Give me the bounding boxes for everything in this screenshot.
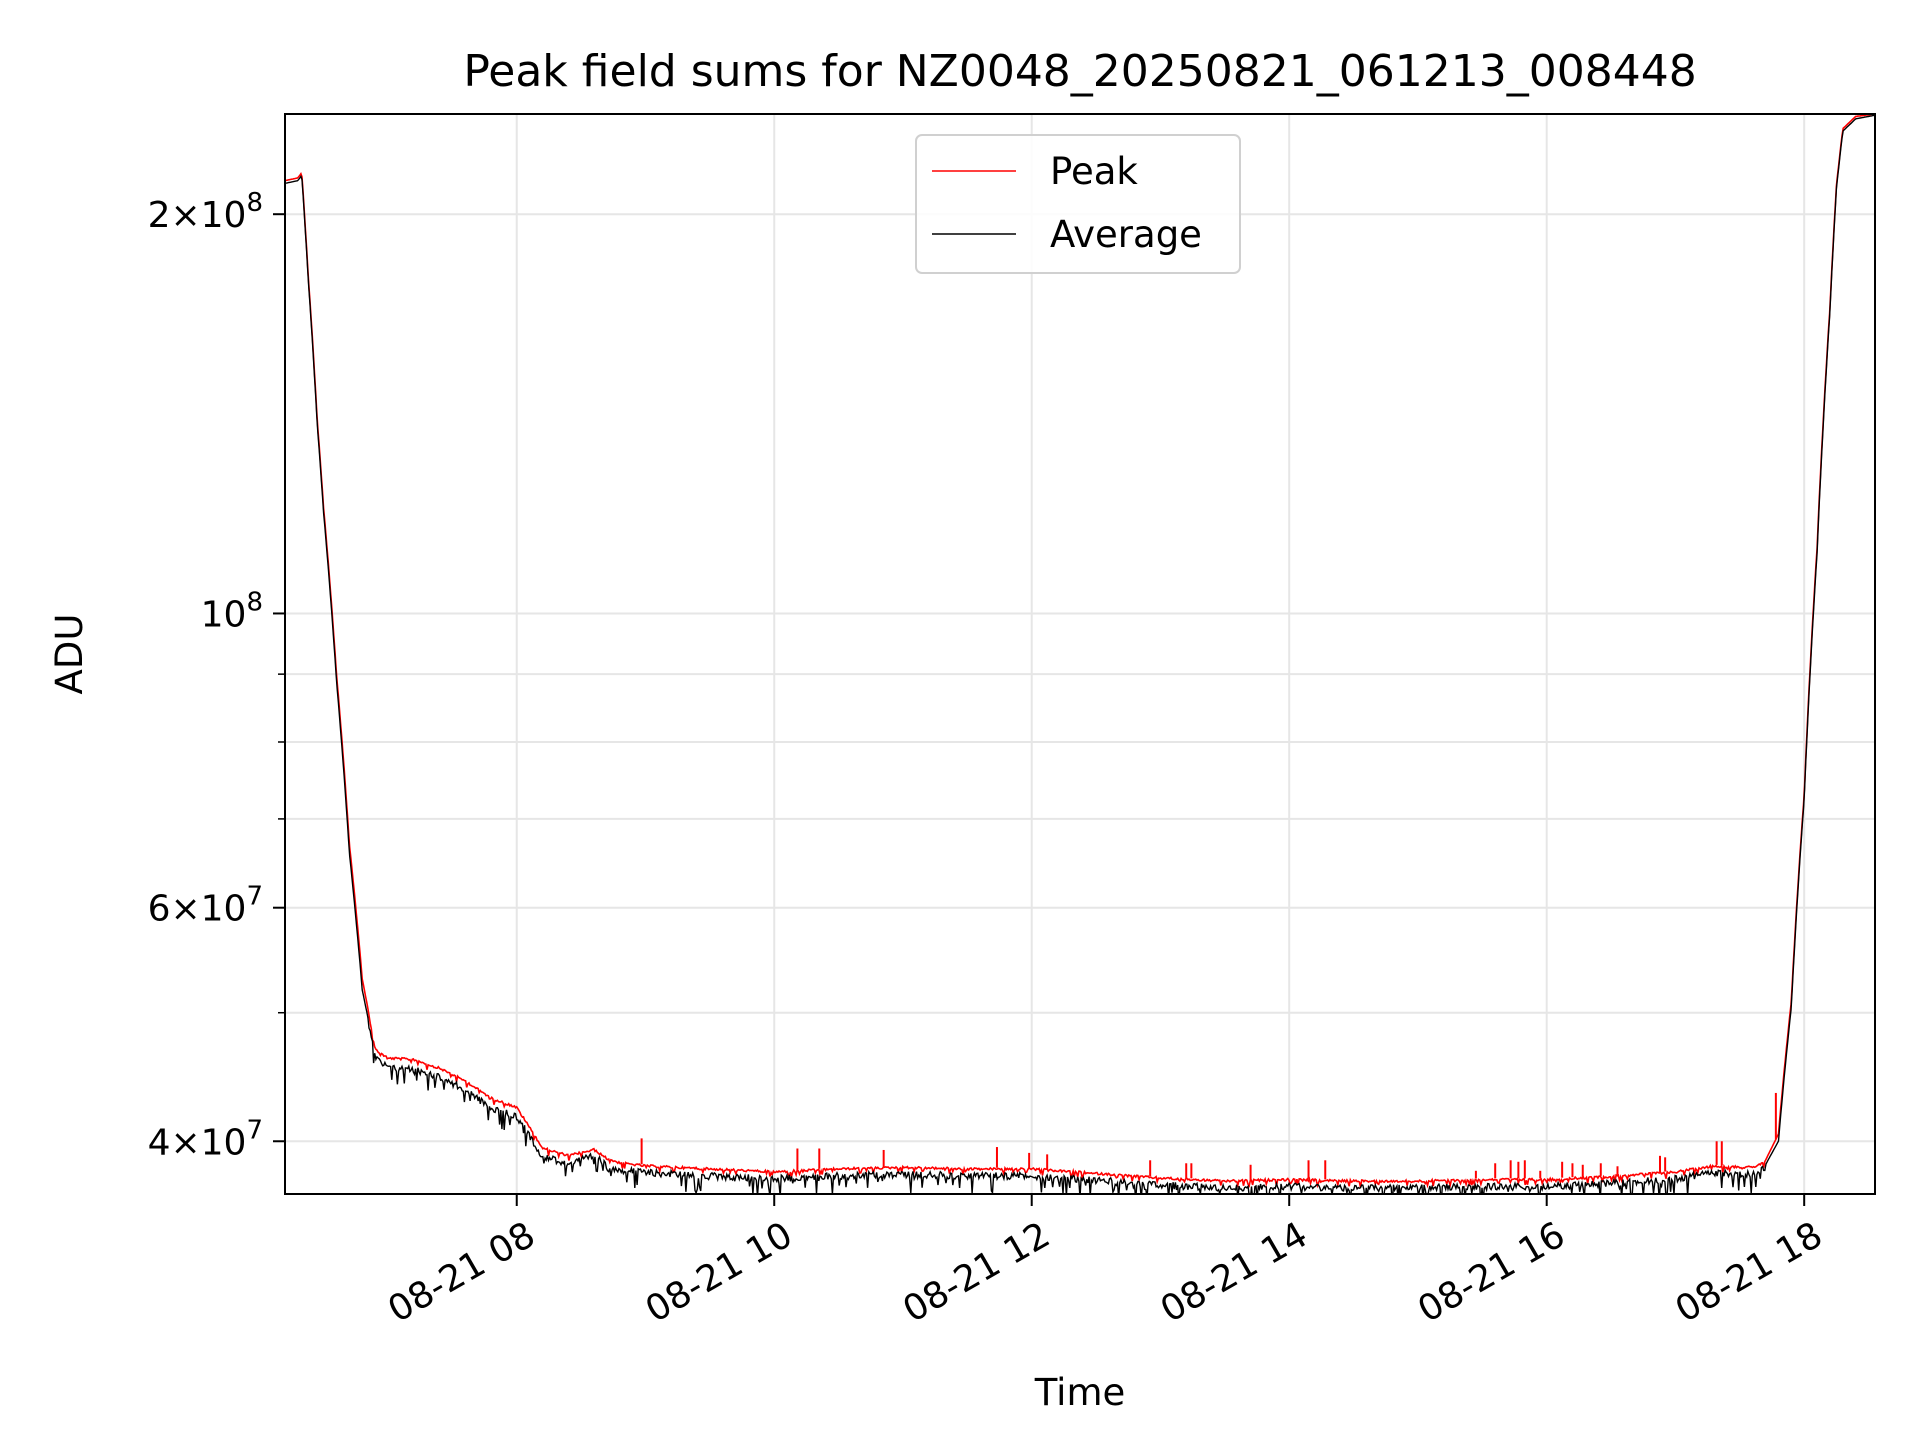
peak-series-line [285,114,1875,1189]
axes-frame [284,113,1876,1195]
y-tick-label: 2×108 [148,188,263,236]
average-series-line [285,114,1875,1194]
legend: Peak Average [915,134,1241,274]
y-tick-label: 108 [201,587,263,635]
y-axis-label: ADU [48,614,91,695]
legend-box [915,134,1241,274]
legend-peak-label: Peak [1050,150,1138,193]
plot-area [285,114,1875,1194]
y-tick-label: 6×107 [148,882,263,930]
x-axis-label: Time [1034,1371,1126,1414]
y-tick-label: 4×107 [148,1115,263,1163]
chart-title: Peak field sums for NZ0048_20250821_0612… [463,46,1696,97]
legend-average-label: Average [1050,213,1202,256]
